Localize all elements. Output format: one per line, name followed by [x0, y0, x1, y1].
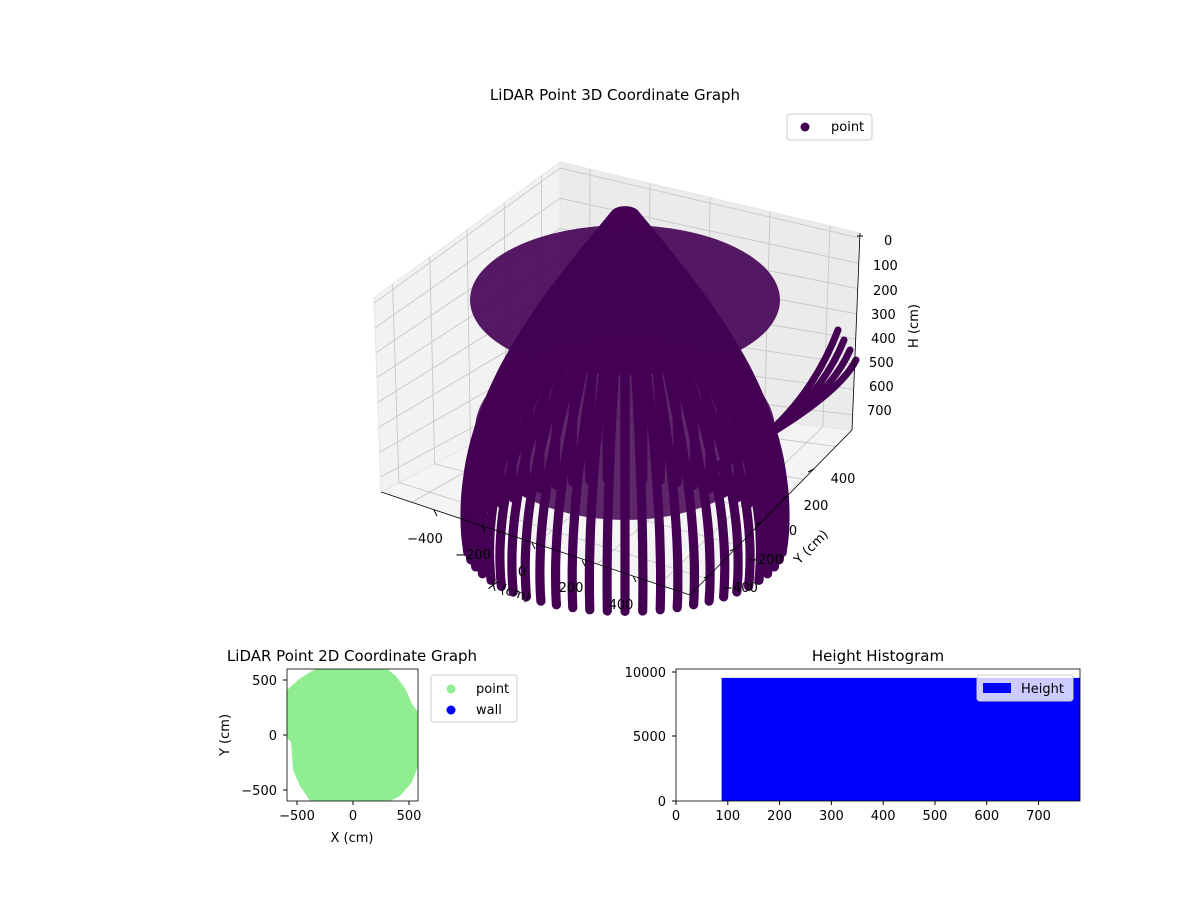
chart-3d-title: LiDAR Point 3D Coordinate Graph [490, 86, 740, 104]
z-ticks-3d: 0 100 200 300 400 500 600 700 [857, 234, 898, 419]
x-tick-label: 600 [974, 809, 999, 824]
chart-3d: LiDAR Point 3D Coordinate Graph −400 −20… [373, 86, 922, 616]
x-tick-label: 200 [767, 809, 792, 824]
point-scatter-region [287, 669, 418, 801]
chart-2d-title: LiDAR Point 2D Coordinate Graph [227, 647, 477, 665]
z-tick-label: 0 [884, 234, 892, 249]
z-tick-label: 200 [873, 284, 898, 299]
legend-histogram: Height [976, 674, 1074, 702]
x-tick-label: 100 [715, 809, 740, 824]
legend-label-point: point [831, 120, 864, 135]
legend-swatch-height [983, 683, 1011, 693]
point-cylinder [475, 340, 775, 520]
z-tick-label: 400 [871, 332, 896, 347]
z-axis-label-3d: H (cm) [907, 304, 922, 348]
x-tick-label: 500 [397, 809, 422, 824]
chart-histogram: Height Histogram 0 100 200 300 400 500 600 700 … [625, 647, 1081, 824]
legend-3d: point [786, 113, 873, 141]
x-tick-label: −400 [407, 532, 443, 547]
x-tick-label: −500 [279, 809, 315, 824]
z-tick-label: 500 [869, 356, 894, 371]
y-ticks-2d: 500 0 −500 [241, 674, 287, 799]
legend-label-wall: wall [476, 703, 502, 718]
legend-label-height: Height [1021, 682, 1064, 697]
y-tick-label: 200 [804, 499, 829, 514]
x-tick-label: 400 [609, 598, 634, 613]
x-tick-label: 300 [819, 809, 844, 824]
point-cloud [460, 206, 860, 616]
point-dome [470, 225, 780, 375]
z-tick-label: 300 [871, 308, 896, 323]
x-tick-label: 0 [672, 809, 680, 824]
z-tick-label: 600 [869, 380, 894, 395]
legend-marker-wall [446, 705, 456, 715]
y-axis-label-2d: Y (cm) [218, 714, 233, 757]
y-tick-label: −200 [747, 553, 783, 568]
z-axis-line [851, 232, 861, 431]
x-tick-label: −200 [455, 548, 491, 563]
y-tick-label: −400 [722, 581, 758, 596]
x-tick-label: 0 [349, 809, 357, 824]
x-tick-label: 400 [871, 809, 896, 824]
chart-2d: LiDAR Point 2D Coordinate Graph −500 0 5… [218, 647, 518, 846]
x-tick-label: 500 [923, 809, 948, 824]
x-tick-label: 700 [1026, 809, 1051, 824]
y-ticks-3d: −400 −200 0 200 400 [703, 468, 856, 596]
x-axis-line [380, 491, 691, 596]
y-tick-label: 0 [789, 524, 797, 539]
x-tick-label: 0 [518, 565, 526, 580]
x-ticks-2d: −500 0 500 [279, 801, 421, 824]
y-tick-label: −500 [241, 784, 277, 799]
y-tick-label: 0 [269, 729, 277, 744]
y-tick-label: 10000 [625, 666, 666, 681]
y-tick-label: 5000 [633, 730, 666, 745]
x-tick-label: 200 [559, 581, 584, 596]
y-tick-label: 0 [658, 795, 666, 810]
y-tick-label: 400 [831, 472, 856, 487]
plot-frame-hist [675, 668, 1081, 802]
y-tick-label: 500 [252, 674, 277, 689]
x-ticks-hist: 0 100 200 300 400 500 600 700 [672, 801, 1051, 824]
z-tick-label: 700 [867, 404, 892, 419]
x-axis-label-2d: X (cm) [331, 831, 374, 846]
z-tick-label: 100 [873, 259, 898, 274]
y-ticks-hist: 0 5000 10000 [625, 666, 676, 810]
legend-marker-point [800, 122, 810, 132]
legend-marker-point [446, 684, 456, 694]
legend-2d: point wall [430, 674, 518, 723]
histogram-title: Height Histogram [812, 647, 944, 665]
y-axis-line [689, 429, 853, 596]
legend-label-point: point [476, 682, 509, 697]
x-ticks-3d: −400 −200 0 200 400 [407, 509, 637, 613]
